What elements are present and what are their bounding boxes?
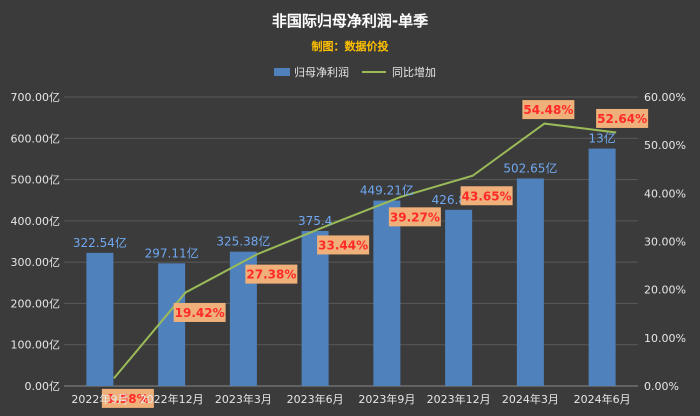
y-left-tick-label: 200.00亿	[11, 297, 61, 310]
x-tick-label: 2024年6月	[574, 392, 631, 406]
y-left-tick-label: 700.00亿	[11, 91, 61, 104]
pct-value-label: 52.64%	[597, 112, 647, 126]
pct-value-label: 54.48%	[523, 103, 573, 117]
pct-label-box	[388, 207, 441, 227]
bar	[86, 252, 114, 386]
pct-label-box	[317, 235, 370, 255]
x-tick-label: 2023年3月	[215, 392, 272, 406]
y-right-tick-label: 40.00%	[644, 187, 686, 200]
legend-label-line: 同比增加	[392, 65, 436, 79]
y-right-tick-label: 30.00%	[644, 236, 686, 249]
chart-title: 非国际归母净利润-单季	[272, 12, 428, 30]
y-right-tick-label: 50.00%	[644, 139, 686, 152]
y-right-tick-label: 20.00%	[644, 284, 686, 297]
x-axis: 2022年9月 2022年12月 2023年3月 2023年6月 2023年9月 2023…	[71, 392, 630, 406]
y-left-tick-label: 0.00亿	[25, 380, 61, 393]
x-tick-label: 2022年12月	[140, 392, 204, 406]
legend-swatch-bar	[274, 68, 290, 76]
pct-label-box	[460, 186, 513, 206]
bar-labels: 322.54亿297.11亿325.38亿375.4449.21亿426.81亿…	[73, 131, 616, 261]
legend-label-bar: 归母净利润	[294, 65, 349, 79]
bar-value-label: 375.4	[298, 214, 332, 228]
y-left-tick-label: 100.00亿	[11, 339, 61, 352]
pct-label-box	[245, 264, 298, 284]
bars	[86, 148, 616, 386]
y-axis-right: 0.00% 10.00% 20.00% 30.00% 40.00% 50.00% 60.00…	[644, 91, 686, 393]
pct-value-label: 43.65%	[462, 189, 512, 203]
yoy-line-path	[113, 122, 617, 380]
bar	[301, 231, 329, 386]
bar	[516, 178, 544, 386]
y-axis-left: 0.00亿 100.00亿 200.00亿 300.00亿 400.00亿 500.00亿…	[11, 91, 61, 393]
pct-value-label: 27.38%	[246, 268, 296, 282]
bar-value-label: 325.38亿	[216, 234, 270, 249]
pct-value-label: 39.27%	[390, 210, 440, 224]
x-tick-label: 2023年9月	[358, 392, 415, 406]
y-right-tick-label: 0.00%	[644, 380, 679, 393]
y-left-tick-label: 300.00亿	[11, 256, 61, 269]
pct-label-box	[101, 388, 154, 408]
y-right-tick-label: 10.00%	[644, 332, 686, 345]
bar-value-label: 502.65亿	[503, 160, 557, 175]
bar-value-label: 449.21亿	[360, 183, 414, 198]
pct-labels: 1.58% 19.42% 27.38% 33.44% 39.27% 43.65% 54.48…	[101, 100, 649, 408]
x-tick-label: 2022年9月	[71, 392, 128, 406]
bar	[588, 148, 616, 386]
bar	[158, 263, 186, 386]
y-right-tick-label: 60.00%	[644, 91, 686, 104]
chart-subtitle: 制图：数据价投	[312, 39, 389, 53]
bar	[445, 209, 473, 386]
pct-value-label: 19.42%	[175, 306, 225, 320]
bar-value-label: 13亿	[588, 131, 615, 146]
x-tick-label: 2023年6月	[287, 392, 344, 406]
bar-value-label: 297.11亿	[145, 245, 199, 260]
y-left-tick-label: 600.00亿	[11, 132, 61, 145]
pct-label-box	[596, 108, 649, 128]
x-tick-label: 2023年12月	[427, 392, 491, 406]
x-tick-label: 2024年3月	[502, 392, 559, 406]
pct-label-box	[522, 100, 575, 120]
pct-label-box	[173, 302, 226, 322]
yoy-line	[113, 122, 617, 380]
bar	[373, 200, 401, 386]
y-left-tick-label: 400.00亿	[11, 215, 61, 228]
pct-value-label: 1.58%	[107, 392, 149, 406]
pct-value-label: 33.44%	[318, 238, 368, 252]
bar-value-label: 322.54亿	[73, 235, 127, 250]
legend: 归母净利润 同比增加	[274, 65, 436, 79]
y-left-tick-label: 500.00亿	[11, 174, 61, 187]
